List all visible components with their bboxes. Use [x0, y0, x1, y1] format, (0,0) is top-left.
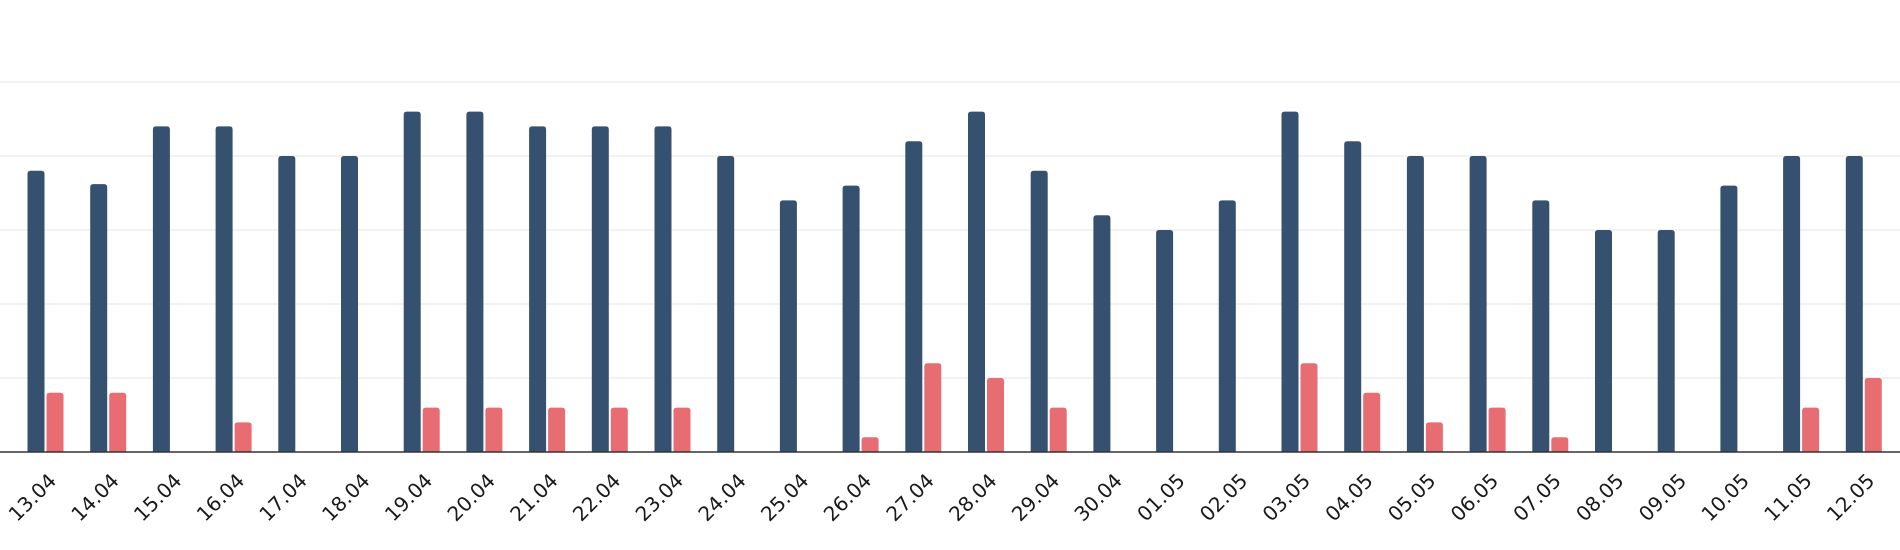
bar-series-1-29.04	[1030, 170, 1048, 453]
bar-series-1-22.04	[591, 126, 609, 453]
x-tick-label: 04.05	[1320, 469, 1377, 526]
bars	[27, 111, 1882, 453]
bar-series-1-04.05	[1344, 141, 1362, 452]
bar-series-1-01.05	[1156, 230, 1174, 452]
x-tick-label: 02.05	[1195, 469, 1252, 526]
x-tick-label: 22.04	[568, 469, 625, 526]
x-tick-label: 16.04	[192, 469, 249, 526]
bar-series-1-14.04	[90, 184, 108, 452]
bar-series-1-11.05	[1783, 156, 1801, 452]
bar-series-1-13.04	[27, 170, 45, 453]
bar-series-1-08.05	[1595, 230, 1612, 452]
x-tick-label: 05.05	[1383, 469, 1440, 526]
bar-series-1-20.04	[466, 111, 484, 452]
bar-series-2-06.05	[1488, 407, 1506, 452]
bar-series-1-25.04	[779, 200, 797, 452]
bar-series-2-23.04	[673, 407, 691, 452]
bar-series-1-17.04	[278, 156, 296, 452]
bar-series-1-10.05	[1720, 185, 1738, 452]
bar-series-2-07.05	[1551, 437, 1569, 452]
x-tick-label: 10.05	[1696, 469, 1753, 526]
x-tick-label: 01.05	[1132, 469, 1189, 526]
bar-series-1-03.05	[1281, 111, 1299, 452]
x-tick-label: 26.04	[819, 469, 876, 526]
bar-series-2-11.05	[1802, 407, 1820, 452]
x-tick-label: 19.04	[380, 469, 437, 526]
x-tick-label: 25.04	[756, 469, 813, 526]
bar-series-1-06.05	[1469, 156, 1487, 452]
bar-series-1-07.05	[1532, 200, 1550, 452]
x-tick-label: 09.05	[1634, 469, 1691, 526]
bar-series-1-27.04	[905, 141, 923, 452]
bar-series-2-04.05	[1363, 392, 1381, 452]
bar-series-1-09.05	[1657, 230, 1675, 452]
x-tick-label: 30.04	[1069, 469, 1126, 526]
bar-series-1-26.04	[842, 185, 860, 452]
x-tick-label: 08.05	[1571, 469, 1628, 526]
bar-series-1-16.04	[215, 126, 233, 453]
x-tick-label: 27.04	[881, 469, 938, 526]
x-tick-label: 07.05	[1508, 469, 1565, 526]
bar-series-1-02.05	[1218, 200, 1236, 452]
bar-series-1-24.04	[717, 156, 735, 452]
bar-series-2-03.05	[1300, 363, 1318, 452]
bar-series-1-18.04	[341, 156, 358, 452]
x-tick-label: 15.04	[129, 469, 186, 526]
bar-series-2-26.04	[861, 437, 879, 452]
x-tick-label: 03.05	[1258, 469, 1315, 526]
bar-series-2-16.04	[234, 422, 252, 452]
bar-series-2-14.04	[109, 392, 127, 452]
x-tick-label: 20.04	[442, 469, 499, 526]
x-tick-label: 12.05	[1822, 469, 1879, 526]
bar-series-1-12.05	[1845, 156, 1863, 452]
x-tick-label: 17.04	[254, 469, 311, 526]
bar-series-1-21.04	[529, 126, 547, 453]
x-tick-label: 18.04	[317, 469, 374, 526]
grid-lines	[0, 81, 1900, 379]
x-tick-label: 23.04	[631, 469, 688, 526]
x-tick-label: 06.05	[1446, 469, 1503, 526]
bar-series-2-28.04	[987, 378, 1004, 452]
x-tick-label: 13.04	[4, 469, 61, 526]
x-tick-label: 21.04	[505, 469, 562, 526]
x-tick-label: 29.04	[1007, 469, 1064, 526]
bar-series-1-19.04	[403, 111, 421, 452]
bar-series-1-23.04	[654, 126, 672, 453]
bar-series-1-30.04	[1093, 215, 1111, 452]
bar-series-2-20.04	[485, 407, 503, 452]
bar-series-2-22.04	[610, 407, 628, 452]
bar-series-2-29.04	[1049, 407, 1067, 452]
x-tick-label: 14.04	[66, 469, 123, 526]
x-tick-label: 28.04	[944, 469, 1001, 526]
bar-series-2-19.04	[422, 407, 440, 452]
x-tick-labels: 13.04 14.04 15.04 16.04 17.04 18.04 19.04 20.04…	[4, 469, 1880, 526]
bar-series-2-05.05	[1425, 422, 1443, 452]
x-tick-label: 11.05	[1759, 469, 1816, 526]
bar-series-2-21.04	[548, 407, 566, 452]
bar-series-2-13.04	[46, 392, 64, 452]
bar-series-1-28.04	[968, 111, 985, 452]
bar-series-1-05.05	[1406, 156, 1424, 452]
bar-series-1-15.04	[152, 126, 170, 453]
x-tick-label: 24.04	[693, 469, 750, 526]
bar-series-2-27.04	[924, 363, 942, 452]
bar-series-2-12.05	[1864, 378, 1882, 452]
